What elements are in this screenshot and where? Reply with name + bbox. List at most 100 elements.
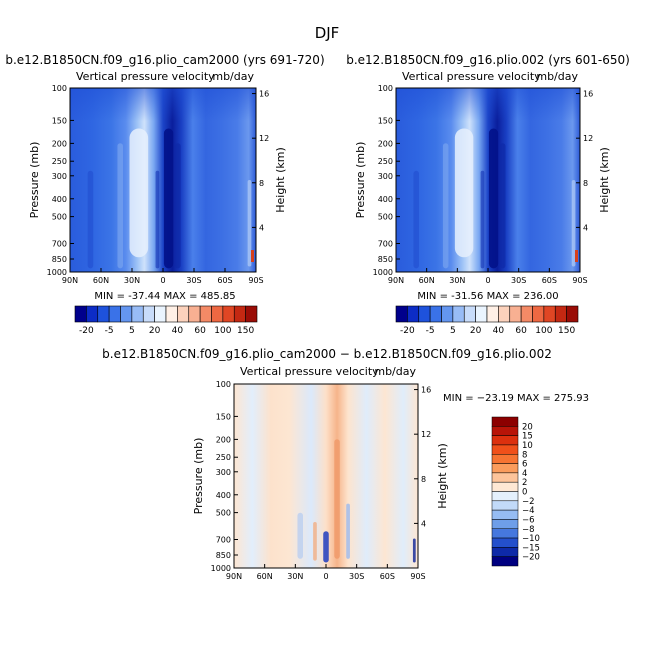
y-tick-label: 850: [216, 551, 231, 560]
colorbar-swatch: [532, 305, 545, 323]
field-max-spot: [575, 250, 578, 262]
x-tick-label: 30S: [349, 572, 364, 581]
field-band: [571, 180, 576, 267]
y-tick-label: 250: [216, 453, 231, 462]
figure-title: DJF: [315, 24, 340, 42]
x-tick-label: 60N: [93, 276, 109, 285]
y-tick-label: 250: [52, 157, 67, 166]
colorbar-swatch: [491, 416, 519, 427]
y-tick-label: 400: [52, 195, 67, 204]
colorbar-label: 40: [172, 326, 184, 336]
field-band: [163, 128, 174, 269]
field-band: [499, 143, 506, 269]
stats-label: MIN = −23.19 MAX = 275.93: [443, 393, 589, 404]
y-tick-label: 150: [378, 116, 393, 125]
colorbar-swatch: [491, 444, 519, 455]
field-upper-fade: [396, 88, 580, 272]
x-tick-label: 60S: [217, 276, 232, 285]
colorbar-swatch: [120, 305, 133, 323]
y-tick-label: 100: [378, 84, 393, 93]
x-tick-label: 30S: [186, 276, 201, 285]
colorbar-swatch: [491, 426, 519, 436]
colorbar-swatch: [131, 305, 144, 323]
chart-panel-2: b.e12.B1850CN.f09_g16.plio.002 (yrs 601-…: [346, 53, 630, 336]
x-tick-label: 0: [485, 276, 490, 285]
colorbar-swatch: [486, 305, 499, 323]
colorbar-label: 150: [237, 326, 254, 336]
x-tick-label: 60S: [380, 572, 395, 581]
y-tick-label: 850: [52, 255, 67, 264]
x-tick-label: 60N: [419, 276, 435, 285]
y2-tick-label: 4: [583, 223, 588, 232]
chart-title: b.e12.B1850CN.f09_g16.plio.002 (yrs 601-…: [346, 53, 630, 67]
y2-tick-label: 12: [421, 430, 431, 439]
chart-units: mb/day: [374, 365, 416, 378]
colorbar-label: 20: [522, 422, 533, 432]
y2-axis-label: Height (km): [598, 147, 611, 213]
field-band: [480, 170, 485, 269]
colorbar-swatch: [108, 305, 121, 323]
colorbar-label: 0: [522, 488, 527, 498]
y-tick-label: 500: [378, 213, 393, 222]
y-tick-label: 1000: [211, 564, 231, 573]
colorbar-label: −10: [522, 534, 540, 544]
x-tick-label: 60N: [257, 572, 273, 581]
colorbar-label: -20: [400, 326, 415, 336]
chart-title: b.e12.B1850CN.f09_g16.plio_cam2000 − b.e…: [102, 347, 552, 361]
y2-tick-label: 16: [583, 90, 593, 99]
y2-tick-label: 8: [583, 179, 588, 188]
colorbar-swatch: [188, 305, 201, 323]
colorbar-label: −2: [522, 497, 535, 507]
y-tick-label: 500: [216, 509, 231, 518]
field-band: [323, 531, 329, 563]
colorbar-swatch: [142, 305, 155, 323]
colorbar-label: 5: [450, 326, 456, 336]
y-tick-label: 250: [378, 157, 393, 166]
colorbar-swatch: [491, 491, 519, 502]
colorbar-label: 8: [522, 450, 527, 460]
colorbar-label: 40: [493, 326, 505, 336]
colorbar-label: 15: [522, 432, 533, 442]
colorbar-label: 4: [522, 469, 527, 479]
y2-tick-label: 4: [421, 519, 426, 528]
y2-tick-label: 12: [259, 134, 269, 143]
colorbar-swatch: [498, 305, 511, 323]
colorbar-swatch: [491, 528, 519, 539]
colorbar-swatch: [509, 305, 522, 323]
colorbar-swatch: [491, 519, 519, 529]
y-tick-label: 700: [52, 239, 67, 248]
y-tick-label: 100: [52, 84, 67, 93]
y-tick-label: 300: [52, 172, 67, 181]
colorbar-label: −15: [522, 543, 540, 553]
x-tick-label: 0: [160, 276, 165, 285]
y2-axis-label: Height (km): [274, 147, 287, 213]
colorbar-swatch: [491, 481, 519, 492]
y2-tick-label: 8: [259, 179, 264, 188]
colorbar-swatch: [520, 305, 533, 323]
y-tick-label: 1000: [47, 268, 67, 277]
x-tick-label: 90S: [572, 276, 587, 285]
chart-panel-3: b.e12.B1850CN.f09_g16.plio_cam2000 − b.e…: [102, 347, 589, 581]
colorbar-swatch: [211, 305, 224, 323]
y-tick-label: 200: [216, 435, 231, 444]
y-axis-label: Pressure (mb): [354, 142, 367, 219]
colorbar-swatch: [177, 305, 190, 323]
field-band: [413, 170, 419, 269]
x-tick-label: 0: [323, 572, 328, 581]
colorbar-swatch: [554, 305, 567, 323]
colorbar-swatch: [74, 305, 87, 323]
chart-panel-1: b.e12.B1850CN.f09_g16.plio_cam2000 (yrs …: [5, 53, 324, 336]
y2-tick-label: 16: [421, 386, 431, 395]
y-tick-label: 400: [216, 491, 231, 500]
field-band: [454, 128, 474, 258]
field-band: [129, 128, 149, 258]
y2-tick-label: 16: [259, 90, 269, 99]
colorbar-label: −20: [522, 553, 540, 563]
x-tick-label: 30N: [287, 572, 303, 581]
field-band: [297, 512, 303, 559]
colorbar-label: 20: [149, 326, 161, 336]
colorbar-label: -20: [79, 326, 94, 336]
x-tick-label: 90N: [62, 276, 78, 285]
field-band: [313, 522, 317, 561]
colorbar-swatch: [418, 305, 431, 323]
